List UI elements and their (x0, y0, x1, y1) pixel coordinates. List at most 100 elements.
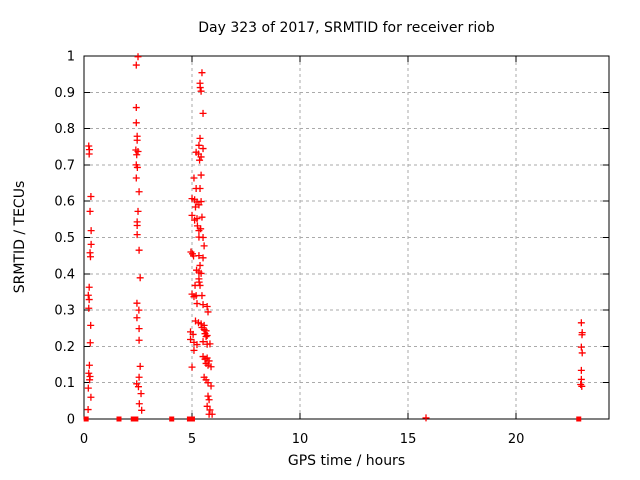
y-tick-label: 0.3 (54, 304, 75, 319)
data-point-plus (135, 306, 143, 314)
data-point-plus (206, 340, 214, 348)
data-point-plus (136, 274, 144, 282)
data-point-plus (136, 362, 144, 370)
data-point-plus (189, 330, 197, 338)
data-point-square (83, 416, 89, 422)
y-tick-label: 0 (67, 413, 75, 428)
y-tick-label: 0.1 (54, 376, 75, 391)
data-point-plus (197, 320, 205, 328)
data-point-plus (132, 119, 140, 127)
data-point-plus (133, 231, 141, 239)
data-point-plus (134, 207, 142, 215)
data-point-plus (196, 184, 204, 192)
data-point-plus (203, 402, 211, 410)
data-point-plus (133, 151, 141, 159)
data-point-plus (199, 109, 207, 117)
data-point-plus (577, 319, 585, 327)
data-point-plus (199, 145, 207, 153)
data-point-plus (133, 136, 141, 144)
data-point-plus (135, 325, 143, 333)
data-point-plus (137, 390, 145, 398)
y-tick-label: 0.8 (54, 122, 75, 137)
data-point-square (189, 416, 195, 422)
data-point-plus (134, 383, 142, 391)
x-tick-label: 5 (188, 432, 196, 447)
y-axis-label: SRMTID / TECUs (12, 180, 28, 294)
data-point-plus (132, 61, 140, 69)
data-point-plus (86, 253, 94, 261)
y-tick-label: 0.4 (54, 267, 75, 282)
data-point-plus (199, 338, 207, 346)
data-point-plus (203, 332, 211, 340)
data-point-plus (204, 308, 212, 316)
data-point-plus (135, 373, 143, 381)
x-tick-label: 15 (400, 432, 417, 447)
data-point-plus (138, 406, 146, 414)
data-point-plus (84, 384, 92, 392)
data-point-plus (197, 269, 205, 277)
data-point-plus (87, 192, 95, 200)
x-tick-label: 20 (508, 432, 525, 447)
data-point-plus (193, 300, 201, 308)
data-point-plus (135, 400, 143, 408)
y-tick-label: 0.9 (54, 86, 75, 101)
data-point-square (130, 416, 136, 422)
data-point-plus (203, 302, 211, 310)
data-point-plus (86, 376, 94, 384)
data-point-plus (191, 203, 199, 211)
data-point-plus (195, 252, 203, 260)
data-point-plus (85, 304, 93, 312)
data-point-plus (195, 227, 203, 235)
data-point-plus (197, 171, 205, 179)
data-point-plus (133, 314, 141, 322)
data-point-square (186, 416, 192, 422)
data-point-square (133, 416, 139, 422)
data-point-plus (135, 188, 143, 196)
data-point-plus (199, 301, 207, 309)
data-point-plus (190, 346, 198, 354)
data-point-plus (197, 153, 205, 161)
data-point-plus (206, 406, 214, 414)
data-point-square (116, 416, 122, 422)
data-point-plus (195, 141, 203, 149)
data-point-plus (198, 213, 206, 221)
data-point-plus (200, 242, 208, 250)
x-tick-label: 10 (292, 432, 309, 447)
data-point-plus (577, 343, 585, 351)
data-point-plus (198, 292, 206, 300)
data-point-plus (87, 227, 95, 235)
data-point-plus (205, 396, 213, 404)
data-point-plus (199, 234, 207, 241)
data-point-plus (578, 331, 586, 339)
y-tick-label: 1 (67, 50, 75, 65)
data-point-plus (190, 174, 198, 182)
data-point-plus (135, 336, 143, 344)
data-point-plus (85, 296, 93, 304)
data-point-plus (204, 379, 212, 387)
y-tick-label: 0.2 (54, 340, 75, 355)
data-point-plus (578, 349, 586, 357)
data-point-plus (197, 87, 205, 95)
x-axis-label: GPS time / hours (287, 453, 406, 469)
data-point-plus (188, 363, 196, 371)
data-point-plus (132, 174, 140, 182)
data-point-square (169, 416, 175, 422)
data-point-plus (85, 361, 93, 369)
data-point-plus (133, 222, 141, 230)
data-point-plus (188, 211, 196, 219)
data-point-plus (196, 261, 204, 269)
data-point-plus (193, 341, 201, 349)
data-point-plus (191, 216, 199, 224)
data-point-plus (196, 281, 204, 289)
data-point-plus (85, 283, 93, 291)
data-point-plus (207, 363, 215, 371)
data-point-plus (134, 147, 142, 155)
data-point-plus (85, 369, 93, 377)
x-tick-label: 0 (80, 432, 88, 447)
data-point-plus (87, 393, 95, 401)
data-point-plus (196, 84, 204, 92)
y-tick-label: 0.7 (54, 158, 75, 173)
data-point-plus (133, 299, 141, 307)
